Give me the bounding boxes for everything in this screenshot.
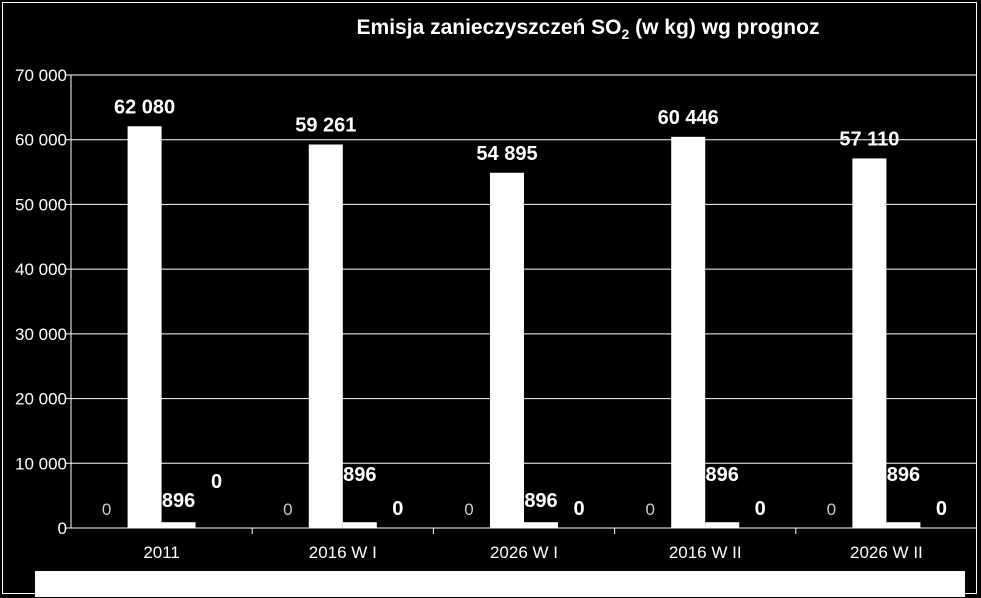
data-label: 0 <box>392 498 403 520</box>
data-label: 62 080 <box>114 96 175 118</box>
y-tick-label: 10 000 <box>15 454 67 473</box>
data-label: 0 <box>755 498 766 520</box>
chart-title-main: Emisja zanieczyszczeń SO <box>356 16 622 39</box>
x-tick-label: 2016 W I <box>309 543 377 562</box>
data-label: 896 <box>162 490 195 512</box>
chart-title-subscript: 2 <box>621 26 630 43</box>
y-tick-label: 30 000 <box>15 325 67 344</box>
data-label: 0 <box>827 500 836 519</box>
data-label: 0 <box>573 498 584 520</box>
chart-title: Emisja zanieczyszczeń SO2 (w kg) wg prog… <box>0 16 981 42</box>
data-label: 0 <box>102 500 111 519</box>
x-tick-label: 2016 W II <box>669 543 742 562</box>
bar <box>127 126 162 528</box>
bar <box>524 522 558 528</box>
y-tick-label: 60 000 <box>15 131 67 150</box>
bar <box>852 158 887 528</box>
x-tick-label: 2026 W I <box>490 543 558 562</box>
y-tick-label: 70 000 <box>15 66 67 85</box>
data-label: 896 <box>524 490 557 512</box>
y-tick-label: 50 000 <box>15 195 67 214</box>
x-tick-label: 2026 W II <box>850 543 923 562</box>
data-label: 57 110 <box>839 128 899 150</box>
data-label: 896 <box>887 464 920 486</box>
data-label: 896 <box>343 464 376 486</box>
data-label: 896 <box>706 464 739 486</box>
bar <box>308 144 343 528</box>
bar <box>161 522 196 528</box>
x-tick-label: 2011 <box>143 543 180 562</box>
y-tick-label: 40 000 <box>15 260 67 279</box>
legend-strip <box>35 571 965 597</box>
y-tick-label: 0 <box>58 519 67 538</box>
bar <box>671 136 706 528</box>
data-label: 0 <box>211 471 222 493</box>
data-label: 59 261 <box>295 114 356 136</box>
data-label: 0 <box>645 500 654 519</box>
data-label: 0 <box>936 498 947 520</box>
bar <box>886 522 921 528</box>
y-tick-label: 20 000 <box>15 390 67 409</box>
chart-title-rest: (w kg) wg prognoz <box>629 16 820 39</box>
data-label: 54 895 <box>476 143 537 165</box>
data-label: 0 <box>464 500 473 519</box>
bar <box>342 522 377 528</box>
data-label: 60 446 <box>658 107 719 129</box>
bar <box>705 522 740 528</box>
bar <box>490 172 524 529</box>
data-label: 0 <box>283 500 292 519</box>
